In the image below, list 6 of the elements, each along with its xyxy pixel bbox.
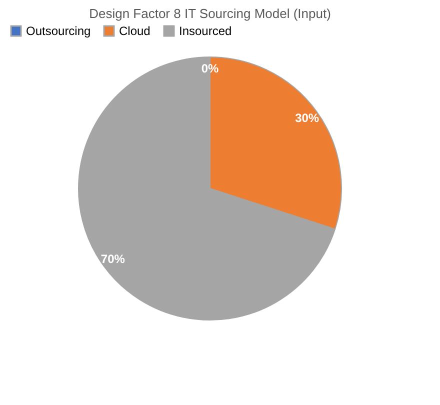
legend-label: Cloud [119, 24, 150, 38]
data-label: 70% [100, 252, 126, 266]
legend-label: Outsourcing [26, 24, 91, 38]
chart-title: Design Factor 8 IT Sourcing Model (Input) [89, 6, 331, 21]
data-label: 30% [295, 110, 320, 125]
legend-label: Insourced [179, 24, 232, 38]
